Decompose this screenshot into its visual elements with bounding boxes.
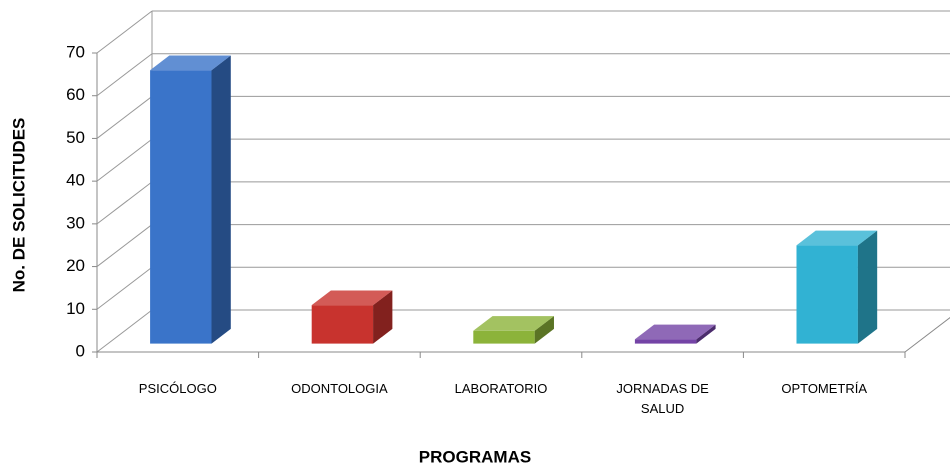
bar-front [311,305,374,344]
grid-line [96,96,153,139]
bar-top-shade [473,316,554,331]
bar-front [796,245,858,344]
grid-line [96,138,153,182]
bar-side-shade [211,55,231,344]
bar-side-shade [373,290,393,344]
bar-top-shade [634,324,716,340]
bar [150,55,231,344]
bar-side [211,55,231,344]
y-tick-label: 20 [66,256,85,275]
y-tick-label: 30 [66,213,85,232]
bar-top-shade [150,55,231,71]
bar [796,230,878,344]
bar-top [311,290,393,306]
y-tick-label: 70 [66,42,85,61]
y-tick-label: 60 [66,85,85,104]
x-tick-label: LABORATORIO [454,381,548,396]
x-tick-label: ODONTOLOGIA [291,381,388,396]
bar-side-shade [696,324,716,344]
x-axis-title: PROGRAMAS [419,447,531,466]
bar-side [373,290,393,344]
bar-side-shade [857,230,878,344]
y-tick-label: 50 [66,128,85,147]
grid-line [96,224,153,267]
x-tick-label: PSICÓLOGO [138,381,217,396]
x-tick-label: JORNADAS DE SALUD [616,381,709,416]
y-tick-label: 0 [76,341,85,360]
bar [634,324,716,344]
bar-top-shade [796,230,878,246]
bar-top [473,316,554,331]
floor-side [904,317,950,353]
x-tick-label: OPTOMETRÍA [781,381,868,396]
bar [473,316,554,344]
bar-side-shade [534,316,554,344]
grid-line [96,309,153,353]
grid-line [96,53,153,97]
bar-side [857,230,878,344]
bar [311,290,393,344]
bar-top [634,324,716,340]
bar-front [150,70,212,344]
y-tick-label: 10 [66,299,85,318]
bar-top [150,55,231,71]
bar-side [696,324,716,344]
grid-line [96,266,153,310]
bar-top [796,230,878,246]
bar-front [473,330,535,344]
bar-top-shade [311,290,393,306]
bar-front [634,339,697,344]
grid-line [96,10,153,54]
grid-line [96,181,153,225]
bar-side [534,316,554,344]
y-axis-title: No. DE SOLICITUDES [9,118,28,293]
y-tick-label: 40 [66,171,85,190]
